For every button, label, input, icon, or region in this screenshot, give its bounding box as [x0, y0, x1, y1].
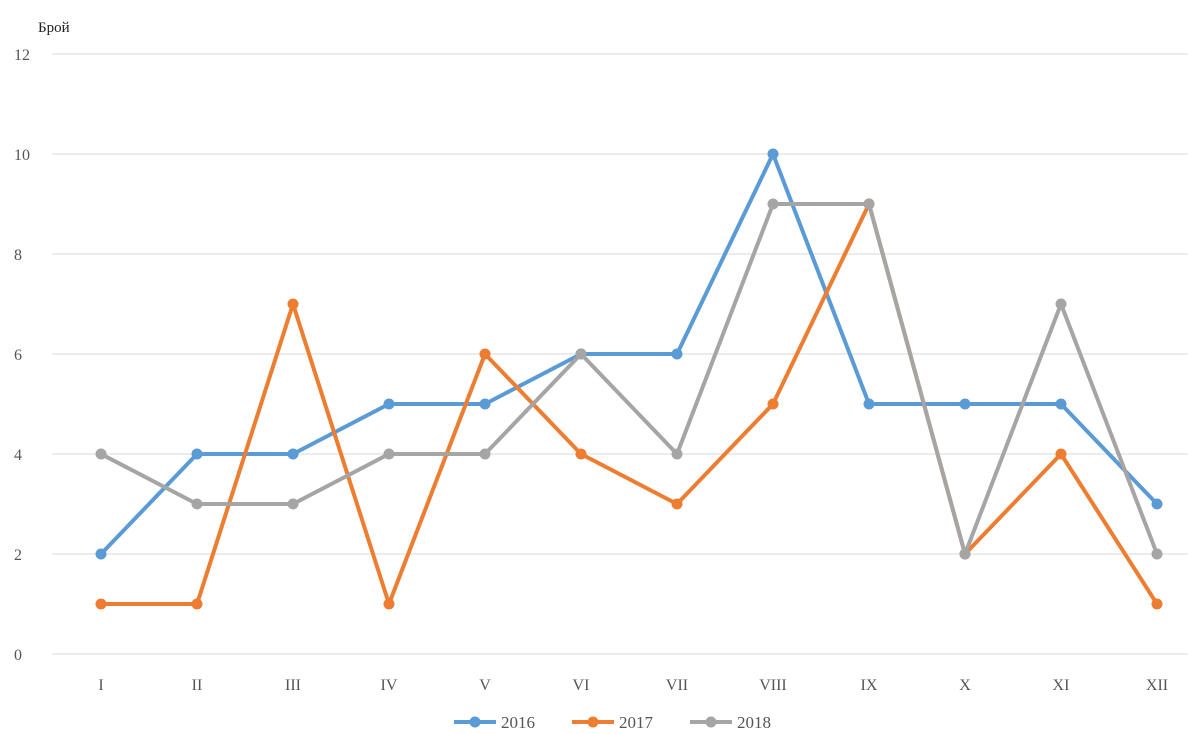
data-point: [479, 448, 491, 460]
legend-item-2016: 2016: [454, 713, 535, 732]
y-tick-label: 6: [14, 347, 22, 364]
y-tick-label: 8: [14, 247, 22, 264]
data-point: [1151, 598, 1163, 610]
data-point: [959, 548, 971, 560]
data-point: [287, 298, 299, 310]
series-line-2018: [99, 202, 1159, 556]
data-point: [191, 598, 203, 610]
series-line-2016: [99, 152, 1159, 556]
legend-swatch-marker: [705, 716, 717, 728]
x-tick-label: VIII: [759, 677, 787, 694]
data-point: [1055, 298, 1067, 310]
y-tick-labels: 0 2 4 6 8 10 12: [14, 47, 30, 664]
legend-swatch-marker: [587, 716, 599, 728]
data-point: [1055, 448, 1067, 460]
x-tick-label: XI: [1053, 677, 1070, 694]
data-point: [479, 398, 491, 410]
legend: 2016 2017 2018: [454, 713, 771, 732]
y-tick-label: 10: [14, 147, 30, 164]
legend-swatch-marker: [469, 716, 481, 728]
data-point: [383, 448, 395, 460]
data-point: [767, 148, 779, 160]
data-point: [671, 448, 683, 460]
x-tick-label: IV: [381, 677, 398, 694]
series-2018: [95, 198, 1163, 560]
data-point: [863, 198, 875, 210]
data-point: [575, 348, 587, 360]
x-tick-label: V: [479, 677, 491, 694]
x-tick-label: IX: [861, 677, 878, 694]
y-tick-label: 0: [14, 647, 22, 664]
data-point: [95, 448, 107, 460]
data-point: [767, 198, 779, 210]
x-tick-label: VII: [666, 677, 688, 694]
data-point: [1151, 498, 1163, 510]
x-tick-label: III: [285, 677, 301, 694]
legend-item-2017: 2017: [572, 713, 654, 732]
series-2016: [95, 148, 1163, 560]
x-tick-labels: I II III IV V VI VII VIII IX X XI XII: [98, 677, 1168, 694]
data-point: [95, 598, 107, 610]
x-tick-label: II: [192, 677, 203, 694]
data-point: [383, 398, 395, 410]
data-point: [479, 348, 491, 360]
x-tick-label: XII: [1146, 677, 1168, 694]
data-point: [95, 548, 107, 560]
data-point: [383, 598, 395, 610]
legend-item-2018: 2018: [690, 713, 771, 732]
data-point: [191, 448, 203, 460]
legend-label: 2018: [737, 713, 771, 732]
series-line-2017: [99, 202, 1159, 606]
x-tick-label: I: [98, 677, 103, 694]
data-point: [671, 348, 683, 360]
data-point: [863, 398, 875, 410]
y-tick-label: 2: [14, 547, 22, 564]
x-tick-label: X: [959, 677, 971, 694]
data-point: [575, 448, 587, 460]
data-point: [767, 398, 779, 410]
series-lines: [95, 148, 1163, 610]
data-point: [1055, 398, 1067, 410]
data-point: [287, 498, 299, 510]
data-point: [959, 398, 971, 410]
x-tick-label: VI: [573, 677, 590, 694]
legend-label: 2017: [619, 713, 654, 732]
data-point: [1151, 548, 1163, 560]
y-tick-label: 4: [14, 447, 22, 464]
data-point: [191, 498, 203, 510]
data-point: [671, 498, 683, 510]
y-axis-label: Брой: [38, 20, 70, 36]
legend-label: 2016: [501, 713, 535, 732]
y-tick-label: 12: [14, 47, 30, 64]
data-point: [287, 448, 299, 460]
